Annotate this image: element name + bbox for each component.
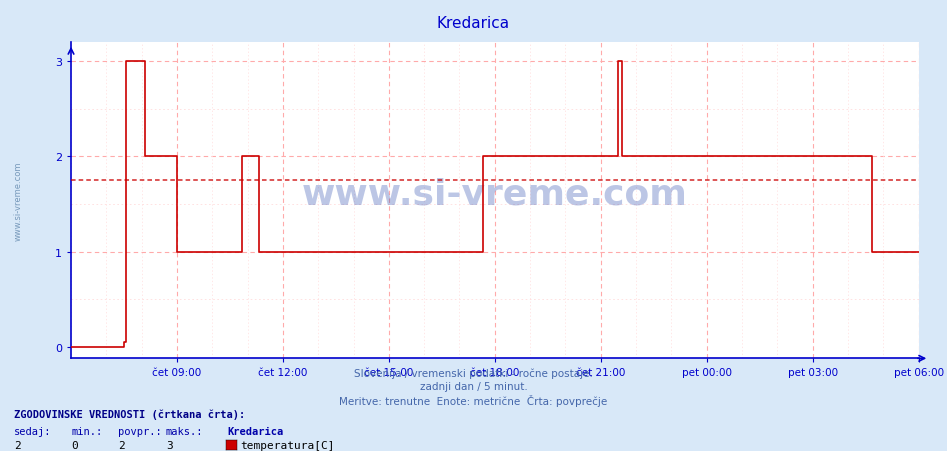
Text: zadnji dan / 5 minut.: zadnji dan / 5 minut. [420,381,527,391]
Text: Kredarica: Kredarica [437,16,510,31]
Text: Kredarica: Kredarica [227,426,283,436]
Text: maks.:: maks.: [166,426,204,436]
Text: 0: 0 [71,440,78,450]
Text: 2: 2 [14,440,21,450]
Text: sedaj:: sedaj: [14,426,52,436]
Text: www.si-vreme.com: www.si-vreme.com [302,177,688,212]
Text: temperatura[C]: temperatura[C] [241,440,335,450]
Text: Slovenija / vremenski podatki - ročne postaje.: Slovenija / vremenski podatki - ročne po… [354,368,593,378]
Text: 2: 2 [118,440,125,450]
Text: min.:: min.: [71,426,102,436]
Text: Meritve: trenutne  Enote: metrične  Črta: povprečje: Meritve: trenutne Enote: metrične Črta: … [339,395,608,407]
Text: 3: 3 [166,440,172,450]
Text: www.si-vreme.com: www.si-vreme.com [14,161,23,240]
Text: ZGODOVINSKE VREDNOSTI (črtkana črta):: ZGODOVINSKE VREDNOSTI (črtkana črta): [14,409,245,419]
Text: povpr.:: povpr.: [118,426,162,436]
